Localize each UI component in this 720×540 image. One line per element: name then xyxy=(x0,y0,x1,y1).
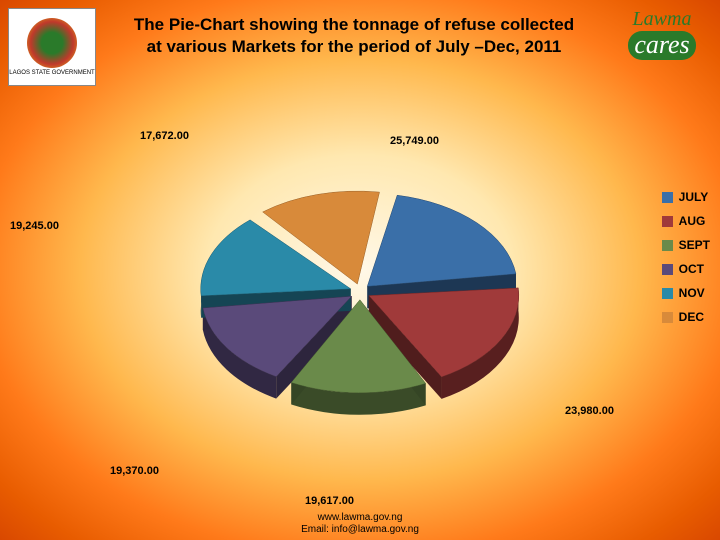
legend-item: JULY xyxy=(662,190,710,204)
data-label: 19,617.00 xyxy=(305,495,354,507)
legend-item: AUG xyxy=(662,214,710,228)
legend: JULY AUG SEPT OCT NOV DEC xyxy=(662,190,710,334)
data-label: 25,749.00 xyxy=(390,135,439,147)
data-label: 23,980.00 xyxy=(565,405,614,417)
page-title: The Pie-Chart showing the tonnage of ref… xyxy=(96,8,612,58)
legend-swatch xyxy=(662,216,673,227)
title-line-1: The Pie-Chart showing the tonnage of ref… xyxy=(134,15,574,34)
crest-icon xyxy=(27,18,77,68)
legend-swatch xyxy=(662,264,673,275)
pie-chart xyxy=(190,142,530,482)
lawma-text: Lawma xyxy=(612,8,712,31)
legend-swatch xyxy=(662,240,673,251)
legend-swatch xyxy=(662,192,673,203)
legend-swatch xyxy=(662,312,673,323)
title-line-2: at various Markets for the period of Jul… xyxy=(147,37,562,56)
legend-item: DEC xyxy=(662,310,710,324)
legend-swatch xyxy=(662,288,673,299)
data-label: 19,245.00 xyxy=(10,220,59,232)
legend-label: JULY xyxy=(679,190,709,204)
pie-svg xyxy=(190,142,530,482)
legend-item: SEPT xyxy=(662,238,710,252)
legend-label: NOV xyxy=(679,286,705,300)
footer-email: Email: info@lawma.gov.ng xyxy=(0,524,720,536)
legend-label: SEPT xyxy=(679,238,710,252)
footer: www.lawma.gov.ng Email: info@lawma.gov.n… xyxy=(0,512,720,536)
data-label: 19,370.00 xyxy=(110,465,159,477)
logo-caption: LAGOS STATE GOVERNMENT xyxy=(9,70,94,76)
footer-url: www.lawma.gov.ng xyxy=(0,512,720,524)
header: LAGOS STATE GOVERNMENT The Pie-Chart sho… xyxy=(8,8,712,98)
cares-text: cares xyxy=(628,31,695,60)
legend-item: OCT xyxy=(662,262,710,276)
legend-item: NOV xyxy=(662,286,710,300)
data-label: 17,672.00 xyxy=(140,130,189,142)
lagos-state-logo: LAGOS STATE GOVERNMENT xyxy=(8,8,96,86)
legend-label: OCT xyxy=(679,262,704,276)
legend-label: AUG xyxy=(679,214,706,228)
lawma-cares-logo: Lawma cares xyxy=(612,8,712,68)
chart-area: JULY AUG SEPT OCT NOV DEC 25,749.00 23,980.00 1… xyxy=(10,100,710,510)
pie-slice xyxy=(367,195,516,286)
legend-label: DEC xyxy=(679,310,704,324)
